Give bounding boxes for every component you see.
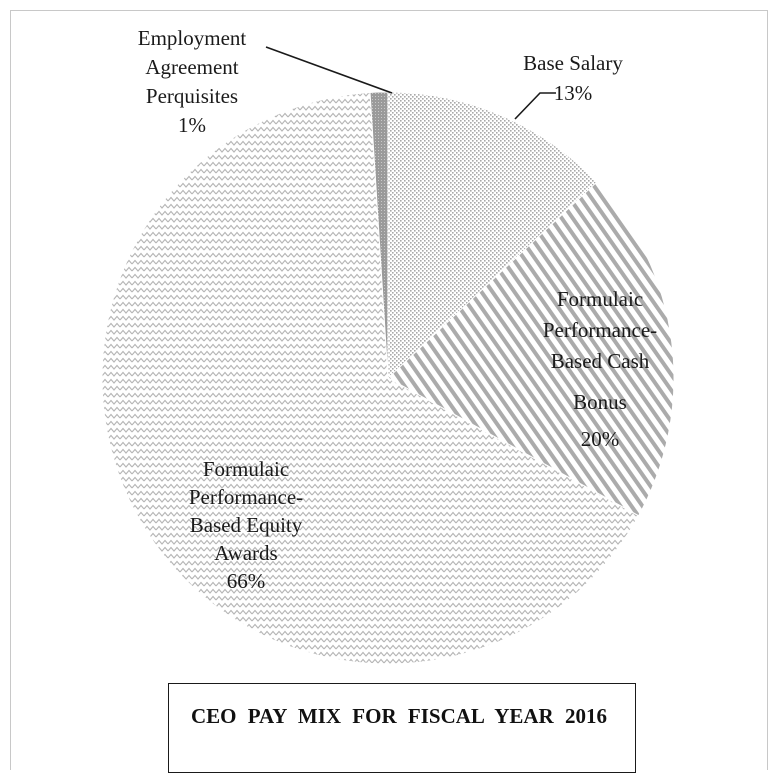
slice-label-line: Based Equity <box>190 513 303 537</box>
chart-title-box: CEO PAY MIX FOR FISCAL YEAR 2016 <box>168 683 636 773</box>
slice-label-line: Performance- <box>189 485 303 509</box>
slice-label-line: Agreement <box>145 55 238 79</box>
slice-label-line: 66% <box>227 569 266 593</box>
leader-line-base-salary <box>514 92 556 120</box>
pie-slice-3 <box>101 92 640 665</box>
slice-label-line: 1% <box>178 113 206 137</box>
leader-line-perquisites <box>265 46 393 94</box>
slice-label-line: Formulaic <box>557 287 643 311</box>
slice-label-line: 13% <box>554 81 593 105</box>
slice-label-line: Bonus <box>573 390 627 414</box>
slice-label-line: Formulaic <box>203 457 289 481</box>
slice-label-line: Awards <box>214 541 277 565</box>
slice-label-4: Employment Agreement Perquisites 1% <box>138 26 247 137</box>
slice-label-line: Performance- <box>543 318 657 342</box>
pie-slice-1 <box>387 91 598 380</box>
slice-label-2: Formulaic Performance- Based Cash Bonus 20% <box>543 287 657 451</box>
chart-frame <box>10 10 768 770</box>
chart-title: CEO PAY MIX FOR FISCAL YEAR 2016 <box>191 704 607 728</box>
slice-label-line: Perquisites <box>146 84 238 108</box>
slice-label-3: Formulaic Performance- Based Equity Awards 6… <box>189 457 303 593</box>
slice-label-line: Based Cash <box>551 349 650 373</box>
slice-label-line: 20% <box>581 427 620 451</box>
slice-label-line: Employment <box>138 26 247 50</box>
pie-slice-2 <box>387 181 675 517</box>
slice-label-line: Base Salary <box>523 51 623 75</box>
slice-label-1: Base Salary 13% <box>523 51 623 105</box>
